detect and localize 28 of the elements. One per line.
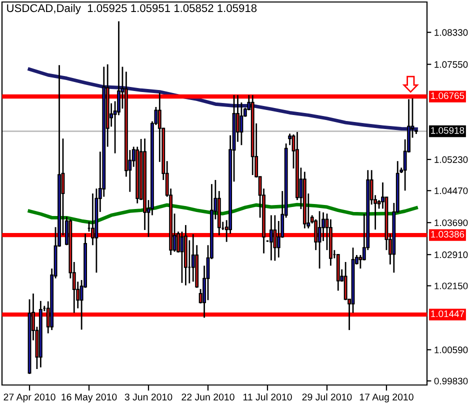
ref-line-label: 1.01447 [431,310,464,318]
x-tick-label: 16 May 2010 [62,394,117,402]
candlestick [269,214,273,262]
y-tick-label: 1.02150 [434,282,468,290]
candlestick [180,230,184,284]
x-tick-label: 11 Jul 2010 [243,393,292,400]
y-tick-label: 1.08330 [434,29,468,36]
x-tick-label: 27 Apr 2010 [4,394,56,402]
candlestick [344,261,348,301]
x-tick-label: 29 Jul 2010 [302,393,352,400]
x-tick-label: 22 Jun 2010 [182,394,234,400]
ref-line-label: 1.05918 [431,127,464,134]
ref-line-label: 1.06765 [431,92,464,100]
candlestick [318,210,322,270]
y-tick-label: 1.07550 [434,61,468,68]
candlestick [240,102,244,146]
ref-line-label: 1.03386 [431,230,464,238]
y-tick-label: 1.00590 [434,346,468,354]
y-tick-label: 1.05230 [434,156,468,163]
y-tick-label: 1.02910 [434,251,468,258]
candlestick [91,192,94,246]
candlestick [273,214,277,262]
y-tick-label: 1.04470 [434,187,468,194]
y-tick-label: 1.03690 [434,219,468,226]
x-tick-label: 17 Aug 2010 [360,394,414,402]
y-tick-label: 0.99830 [434,378,468,384]
chart-title: USDCAD,Daily 1.05925 1.05951 1.05852 1.05918 [7,4,257,14]
x-tick-label: 3 Jun 2010 [124,394,172,400]
